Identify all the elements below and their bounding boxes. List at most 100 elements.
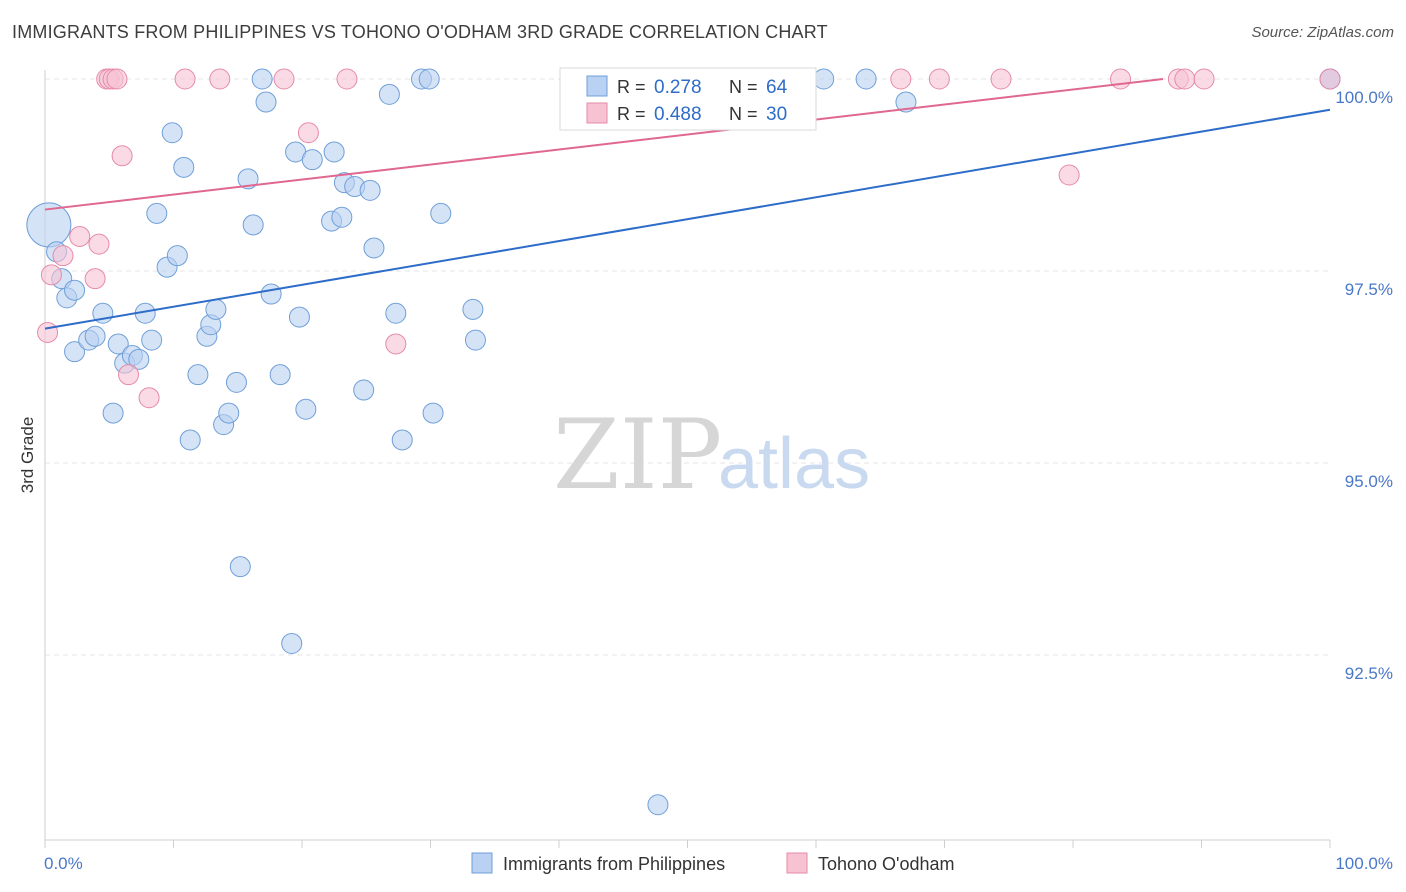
point-philippines <box>363 237 385 259</box>
point-philippines <box>251 68 273 90</box>
series-swatch-tohono <box>786 852 808 874</box>
point-tohono <box>40 264 62 286</box>
point-philippines <box>64 341 86 363</box>
point-philippines <box>855 68 877 90</box>
point-tohono <box>174 68 196 90</box>
point-philippines <box>237 168 259 190</box>
point-philippines <box>141 329 163 351</box>
point-tohono <box>84 268 106 290</box>
x-tick-label: 0.0% <box>44 854 83 873</box>
point-philippines <box>146 202 168 224</box>
point-philippines <box>378 83 400 105</box>
point-tohono <box>209 68 231 90</box>
y-tick-label: 100.0% <box>1335 88 1393 107</box>
point-philippines <box>464 329 486 351</box>
point-philippines <box>422 402 444 424</box>
point-philippines <box>295 398 317 420</box>
point-philippines <box>242 214 264 236</box>
point-philippines <box>187 364 209 386</box>
source-credit: Source: ZipAtlas.com <box>1251 24 1394 41</box>
point-tohono <box>52 245 74 267</box>
x-tick-label: 100.0% <box>1335 854 1393 873</box>
point-philippines <box>161 122 183 144</box>
point-tohono <box>990 68 1012 90</box>
legend-n-value-1: 64 <box>766 77 788 98</box>
point-tohono <box>1058 164 1080 186</box>
legend-r-label-1: R = <box>617 77 646 97</box>
point-philippines <box>462 298 484 320</box>
point-philippines <box>418 68 440 90</box>
point-tohono <box>1110 68 1132 90</box>
point-philippines <box>385 302 407 324</box>
point-tohono <box>1174 68 1196 90</box>
trend-lines <box>44 78 1331 330</box>
watermark: ZIP atlas <box>553 399 870 511</box>
point-philippines <box>84 325 106 347</box>
y-tick-label: 95.0% <box>1345 472 1393 491</box>
watermark-zip: ZIP <box>553 399 722 511</box>
y-axis-label: 3rd Grade <box>18 417 37 494</box>
point-philippines <box>895 91 917 113</box>
series-label-philippines: Immigrants from Philippines <box>503 854 725 874</box>
y-tick-label: 97.5% <box>1345 280 1393 299</box>
series-legend: Immigrants from Philippines Tohono O'odh… <box>471 852 955 874</box>
point-philippines <box>102 402 124 424</box>
point-philippines <box>331 206 353 228</box>
point-tohono <box>106 68 128 90</box>
point-philippines <box>64 279 86 301</box>
point-philippines <box>229 556 251 578</box>
point-tohono <box>385 333 407 355</box>
chart-title: IMMIGRANTS FROM PHILIPPINES VS TOHONO O'… <box>12 22 828 42</box>
legend-n-value-2: 30 <box>766 104 787 125</box>
point-philippines <box>288 306 310 328</box>
point-tohono <box>111 145 133 167</box>
trend-line-tohono <box>44 78 1164 211</box>
point-philippines <box>813 68 835 90</box>
point-tohono <box>297 122 319 144</box>
point-philippines <box>353 379 375 401</box>
point-philippines <box>128 348 150 370</box>
point-philippines <box>260 283 282 305</box>
legend-n-label-2: N = <box>729 104 758 124</box>
point-philippines <box>107 333 129 355</box>
point-philippines <box>218 402 240 424</box>
point-tohono <box>336 68 358 90</box>
series-label-tohono: Tohono O'odham <box>818 854 955 874</box>
point-tohono <box>88 233 110 255</box>
point-philippines <box>647 794 669 816</box>
point-tohono <box>1193 68 1215 90</box>
point-tohono <box>118 364 140 386</box>
legend-r-value-2: 0.488 <box>654 104 702 125</box>
point-philippines <box>269 364 291 386</box>
point-philippines <box>301 149 323 171</box>
point-tohono <box>69 225 91 247</box>
series-swatch-philippines <box>471 852 493 874</box>
watermark-atlas: atlas <box>718 424 870 504</box>
point-philippines <box>179 429 201 451</box>
point-tohono <box>138 387 160 409</box>
legend-swatch-pink <box>586 102 608 124</box>
legend-r-value-1: 0.278 <box>654 77 702 98</box>
point-philippines <box>430 202 452 224</box>
point-philippines <box>359 179 381 201</box>
legend-swatch-blue <box>586 75 608 97</box>
trend-line-philippines <box>44 108 1331 330</box>
correlation-legend: R = 0.278 N = 64 R = 0.488 N = 30 <box>559 67 817 131</box>
legend-n-label-1: N = <box>729 77 758 97</box>
point-philippines <box>255 91 277 113</box>
point-tohono <box>273 68 295 90</box>
point-philippines <box>205 298 227 320</box>
point-tohono <box>890 68 912 90</box>
y-tick-label: 92.5% <box>1345 664 1393 683</box>
legend-r-label-2: R = <box>617 104 646 124</box>
axes: 92.5% 95.0% 97.5% 100.0% 0.0% 100.0% <box>44 70 1393 873</box>
point-tohono <box>928 68 950 90</box>
point-philippines <box>323 141 345 163</box>
point-philippines <box>173 156 195 178</box>
point-tohono <box>37 321 59 343</box>
point-philippines <box>391 429 413 451</box>
point-philippines <box>281 632 303 654</box>
point-philippines <box>166 245 188 267</box>
point-philippines <box>225 371 247 393</box>
